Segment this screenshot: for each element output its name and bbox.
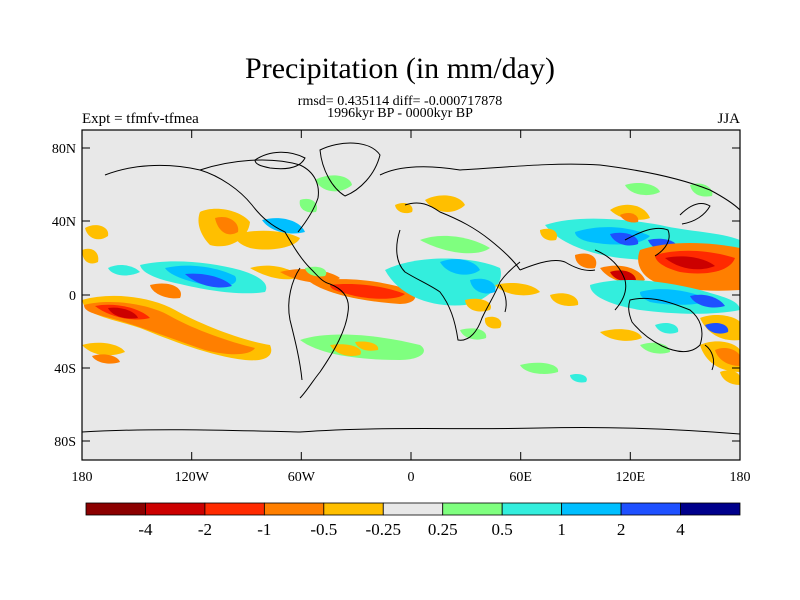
legend-label: 0.25 bbox=[428, 520, 458, 539]
legend-swatch bbox=[263, 502, 325, 516]
legend-swatch bbox=[620, 502, 681, 516]
lat-tick-label: 40S bbox=[54, 362, 76, 377]
stats-text: rmsd= 0.435114 diff= -0.000717878 bbox=[297, 94, 503, 109]
legend-label: -2 bbox=[198, 520, 212, 539]
legend-label: -0.5 bbox=[310, 520, 337, 539]
lon-tick-label: 180 bbox=[730, 470, 751, 485]
legend-label: 1 bbox=[557, 520, 566, 539]
lon-tick-label: 120E bbox=[616, 470, 646, 485]
coastlines bbox=[82, 142, 740, 435]
lon-tick-label: 60E bbox=[509, 470, 532, 485]
lon-tick-label: 60W bbox=[288, 470, 316, 485]
lat-tick-label: 80N bbox=[52, 142, 76, 157]
precip-anomaly-field bbox=[82, 175, 740, 385]
lon-axis: 180 120W 60W 0 60E 120E 180 bbox=[72, 130, 751, 485]
experiment-label: Expt = tfmfv-tfmea bbox=[82, 111, 199, 127]
legend-label: -0.25 bbox=[366, 520, 401, 539]
lat-tick-label: 0 bbox=[69, 289, 76, 304]
lat-tick-label: 80S bbox=[54, 435, 76, 450]
legend-label: 2 bbox=[617, 520, 626, 539]
legend-swatch bbox=[204, 502, 265, 516]
lon-tick-label: 0 bbox=[408, 470, 415, 485]
legend-swatch bbox=[501, 502, 563, 516]
legend-swatch bbox=[323, 502, 384, 516]
legend-label: 4 bbox=[676, 520, 685, 539]
lat-tick-label: 40N bbox=[52, 215, 76, 230]
legend-swatch bbox=[680, 502, 741, 516]
season-label: JJA bbox=[717, 111, 740, 127]
legend-swatch bbox=[145, 502, 206, 516]
lon-tick-label: 180 bbox=[72, 470, 93, 485]
period-text: 1996kyr BP - 0000kyr BP bbox=[327, 106, 473, 121]
legend-label: 0.5 bbox=[492, 520, 513, 539]
map-title: Precipitation (in mm/day) bbox=[245, 52, 555, 85]
legend-label: -1 bbox=[257, 520, 271, 539]
legend-swatch bbox=[382, 502, 444, 516]
color-legend: -4 -2 -1 -0.5 -0.25 0.25 0.5 1 2 4 bbox=[85, 502, 741, 539]
lon-tick-label: 120W bbox=[175, 470, 210, 485]
legend-swatch bbox=[561, 502, 622, 516]
legend-label: -4 bbox=[138, 520, 153, 539]
legend-swatch bbox=[85, 502, 146, 516]
lat-axis: 80N 40N 0 40S 80S bbox=[52, 142, 740, 450]
legend-swatch bbox=[442, 502, 503, 516]
